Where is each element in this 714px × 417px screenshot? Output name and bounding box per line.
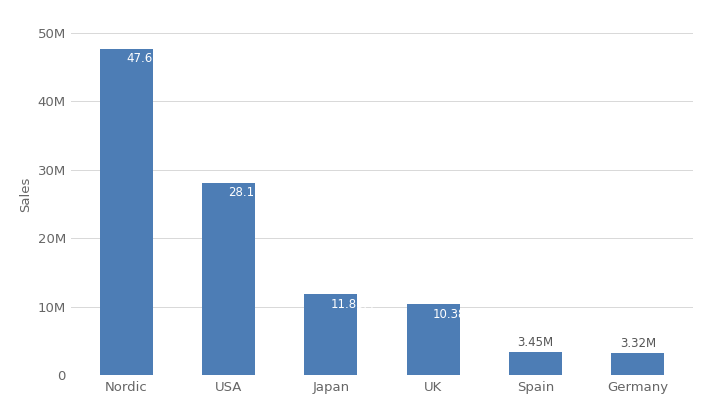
Text: 3.32M: 3.32M: [620, 337, 655, 350]
Bar: [509, 352, 562, 375]
Text: 11.85M: 11.85M: [331, 298, 374, 311]
Text: 3.45M: 3.45M: [518, 336, 553, 349]
Text: 10.38M: 10.38M: [433, 308, 477, 321]
Bar: [304, 294, 358, 375]
Bar: [100, 49, 153, 375]
Bar: [202, 183, 255, 375]
Text: 28.16M: 28.16M: [228, 186, 272, 199]
Y-axis label: Sales: Sales: [19, 176, 32, 211]
Text: 47.69M: 47.69M: [126, 52, 170, 65]
Bar: [406, 304, 460, 375]
Bar: [611, 353, 664, 375]
